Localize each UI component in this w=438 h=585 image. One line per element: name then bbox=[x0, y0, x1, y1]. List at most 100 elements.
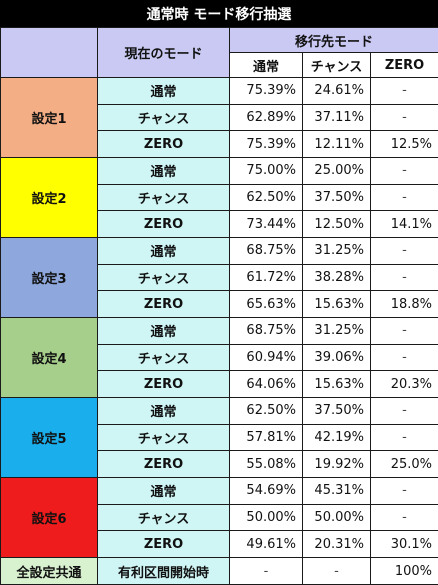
table-row: ZERO 75.39% 12.11% 12.5% bbox=[1, 130, 438, 159]
current-mode-cell: チャンス bbox=[97, 183, 230, 212]
setting-label: 設定5 bbox=[0, 397, 98, 479]
probability-cell: 30.1% bbox=[369, 530, 438, 559]
current-mode-cell: 通常 bbox=[97, 317, 230, 345]
probability-cell: 49.61% bbox=[229, 530, 303, 559]
current-mode-cell: チャンス bbox=[97, 423, 230, 452]
table-row: チャンス 60.94% 39.06% - bbox=[1, 343, 438, 372]
current-mode-cell: 通常 bbox=[97, 77, 230, 105]
probability-cell: - bbox=[369, 503, 438, 532]
footer-row: 全設定共通 有利区間開始時 - -100% bbox=[0, 557, 438, 585]
probability-cell: - bbox=[369, 103, 438, 132]
current-mode-cell: 通常 bbox=[97, 157, 230, 185]
probability-cell: 45.31% bbox=[302, 477, 371, 505]
column-header-chance: チャンス bbox=[302, 52, 371, 78]
current-mode-cell: チャンス bbox=[97, 343, 230, 372]
table-row: 設定4 通常 68.75% 31.25% - bbox=[0, 317, 438, 399]
column-header-zero: ZERO bbox=[369, 52, 438, 78]
setting-label: 設定4 bbox=[0, 317, 98, 399]
setting-header-cell bbox=[0, 27, 98, 78]
current-mode-cell: ZERO bbox=[97, 210, 230, 239]
probability-cell: 50.00% bbox=[302, 503, 371, 532]
probability-cell: 64.06% bbox=[229, 370, 303, 399]
page-title: 通常時 モード移行抽選 bbox=[0, 0, 438, 27]
column-header-normal: 通常 bbox=[229, 52, 303, 78]
probability-cell: 12.50% bbox=[302, 210, 371, 239]
table-row: 設定2 通常 75.00% 25.00% - bbox=[0, 157, 438, 239]
probability-cell: - bbox=[369, 343, 438, 372]
setting-label: 設定3 bbox=[0, 237, 98, 319]
probability-cell: 15.63% bbox=[302, 290, 371, 319]
table-row: ZERO 64.06% 15.63% 20.3% bbox=[1, 370, 438, 399]
current-mode-cell: チャンス bbox=[97, 503, 230, 532]
table-row: ZERO 55.08% 19.92% 25.0% bbox=[1, 450, 438, 479]
current-mode-cell: ZERO bbox=[97, 290, 230, 319]
setting-label: 設定6 bbox=[0, 477, 98, 559]
table-row: チャンス 61.72% 38.28% - bbox=[1, 263, 438, 292]
probability-cell: 62.50% bbox=[229, 397, 303, 425]
table-row: チャンス 50.00% 50.00% - bbox=[1, 503, 438, 532]
probability-cell: 37.50% bbox=[302, 183, 371, 212]
probability-cell: 62.89% bbox=[229, 103, 303, 132]
probability-cell: - bbox=[369, 397, 438, 425]
probability-cell: 12.11% bbox=[302, 130, 371, 159]
probability-cell: - bbox=[369, 237, 438, 265]
table-row: 設定5 通常 62.50% 37.50% - bbox=[0, 397, 438, 479]
probability-cell: 25.0% bbox=[369, 450, 438, 479]
current-mode-cell: ZERO bbox=[97, 530, 230, 559]
probability-cell: 65.63% bbox=[229, 290, 303, 319]
probability-cell: - bbox=[369, 317, 438, 345]
probability-cell: - bbox=[229, 557, 303, 585]
probability-cell: 20.31% bbox=[302, 530, 371, 559]
probability-cell: 42.19% bbox=[302, 423, 371, 452]
probability-cell: 37.11% bbox=[302, 103, 371, 132]
current-mode-cell: チャンス bbox=[97, 263, 230, 292]
probability-cell: 73.44% bbox=[229, 210, 303, 239]
table-row: 設定6 通常 54.69% 45.31% - bbox=[0, 477, 438, 559]
current-mode-header: 現在のモード bbox=[97, 27, 230, 78]
probability-cell: 37.50% bbox=[302, 397, 371, 425]
table-row: ZERO 65.63% 15.63% 18.8% bbox=[1, 290, 438, 319]
probability-cell: - bbox=[302, 557, 371, 585]
all-settings-label: 全設定共通 bbox=[0, 557, 98, 585]
probability-cell: 75.39% bbox=[229, 130, 303, 159]
current-mode-cell: ZERO bbox=[97, 130, 230, 159]
probability-cell: 68.75% bbox=[229, 237, 303, 265]
current-mode-cell: チャンス bbox=[97, 103, 230, 132]
probability-cell: 75.39% bbox=[229, 77, 303, 105]
probability-cell: 31.25% bbox=[302, 317, 371, 345]
probability-cell: 12.5% bbox=[369, 130, 438, 159]
probability-cell: 57.81% bbox=[229, 423, 303, 452]
probability-cell: - bbox=[369, 157, 438, 185]
current-mode-cell: 通常 bbox=[97, 397, 230, 425]
mode-transition-table: 現在のモード 移行先モード 通常 チャンス ZERO 設定1 通常 75.39% 24… bbox=[0, 27, 438, 585]
probability-cell: 18.8% bbox=[369, 290, 438, 319]
probability-cell: - bbox=[369, 423, 438, 452]
probability-cell: 75.00% bbox=[229, 157, 303, 185]
probability-cell: - bbox=[369, 183, 438, 212]
target-mode-header: 移行先モード bbox=[228, 27, 438, 53]
probability-cell: 31.25% bbox=[302, 237, 371, 265]
probability-cell: 19.92% bbox=[302, 450, 371, 479]
probability-cell: 68.75% bbox=[229, 317, 303, 345]
probability-cell: 60.94% bbox=[229, 343, 303, 372]
table-row: 設定3 通常 68.75% 31.25% - bbox=[0, 237, 438, 319]
probability-cell: 55.08% bbox=[229, 450, 303, 479]
current-mode-cell: 通常 bbox=[97, 477, 230, 505]
current-mode-cell: ZERO bbox=[97, 370, 230, 399]
probability-cell: 54.69% bbox=[229, 477, 303, 505]
setting-label: 設定1 bbox=[0, 76, 98, 159]
probability-cell: 100% bbox=[369, 557, 438, 585]
probability-cell: - bbox=[369, 263, 438, 292]
probability-cell: 20.3% bbox=[369, 370, 438, 399]
table-row: 設定1 通常 75.39% 24.61% - bbox=[0, 76, 438, 159]
probability-cell: 14.1% bbox=[369, 210, 438, 239]
setting-label: 設定2 bbox=[0, 157, 98, 239]
probability-cell: 25.00% bbox=[302, 157, 371, 185]
current-mode-cell: 通常 bbox=[97, 237, 230, 265]
probability-cell: 24.61% bbox=[302, 77, 371, 105]
probability-cell: 61.72% bbox=[229, 263, 303, 292]
table-row: チャンス 62.89% 37.11% - bbox=[1, 103, 438, 132]
probability-cell: 62.50% bbox=[229, 183, 303, 212]
probability-cell: - bbox=[369, 77, 438, 105]
probability-cell: - bbox=[369, 477, 438, 505]
